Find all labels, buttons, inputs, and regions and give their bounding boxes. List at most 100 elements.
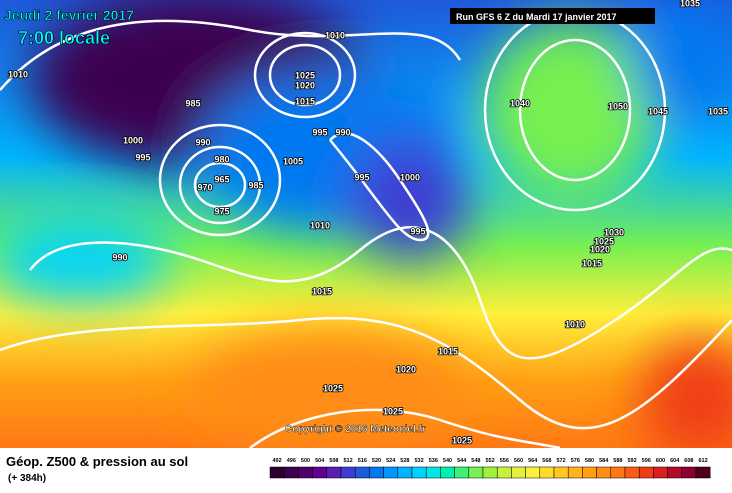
colorbar-label: 540 (443, 458, 452, 464)
colorbar-label: 572 (557, 458, 566, 464)
colorbar-swatch (681, 466, 697, 479)
colorbar-label: 576 (571, 458, 580, 464)
isobar-label: 1005 (283, 156, 303, 166)
colorbar-label: 520 (372, 458, 381, 464)
colorbar-label: 608 (684, 458, 693, 464)
isobar-label: 990 (335, 127, 350, 137)
isobar-label: 1015 (438, 346, 458, 356)
isobar-label: 1030 (604, 227, 624, 237)
colorbar-swatch (667, 466, 683, 479)
footer-title: Géop. Z500 & pression au sol (6, 454, 188, 469)
colorbar-swatch (582, 466, 597, 479)
colorbar-label: 564 (528, 458, 538, 464)
colorbar-swatch (624, 466, 640, 479)
isobar-label: 1045 (648, 106, 668, 116)
colorbar-label: 500 (301, 458, 310, 464)
isobar-label: 1010 (310, 220, 330, 230)
isobars (0, 8, 732, 450)
isobar-label: 995 (312, 127, 327, 137)
colorbar-swatch (283, 466, 299, 479)
colorbar-label: 496 (287, 458, 296, 464)
isobar-label: 980 (214, 154, 229, 164)
isobar-label: 1000 (123, 135, 143, 145)
isobar-label: 1025 (452, 435, 472, 445)
colorbar-swatch (482, 466, 498, 479)
isobar-label: 1015 (312, 286, 332, 296)
isobar-label: 1020 (590, 244, 610, 254)
colorbar-label: 580 (585, 458, 594, 464)
colorbar-swatch (468, 466, 484, 479)
isobar-label: 1040 (510, 98, 530, 108)
colorbar-swatch (326, 466, 342, 479)
colorbar-label: 512 (344, 458, 353, 464)
isobar-label: 1010 (8, 69, 28, 79)
colorbar-swatch (340, 466, 356, 479)
colorbar-label: 532 (415, 458, 424, 464)
colorbar-swatch (354, 466, 370, 479)
header: Jeudi 2 fevrier 2017 7:00 locale Run GFS… (4, 7, 655, 48)
isobar-label: 1010 (565, 319, 585, 329)
isobar-label: 1025 (323, 383, 343, 393)
isobar-label: 985 (185, 98, 200, 108)
colorbar-label: 544 (457, 458, 467, 464)
isobar-label: 995 (135, 152, 150, 162)
isobar-label: 970 (197, 182, 212, 192)
forecast-date: Jeudi 2 fevrier 2017 (4, 7, 134, 23)
colorbar-label: 604 (670, 458, 680, 464)
isobar-label: 990 (112, 252, 127, 262)
colorbar-label: 588 (613, 458, 622, 464)
isobar-label: 985 (248, 180, 263, 190)
colorbar-swatch (596, 466, 612, 479)
colorbar-label: 528 (400, 458, 409, 464)
colorbar-swatch (638, 466, 654, 479)
colorbar-label: 600 (656, 458, 665, 464)
isobar-label: 975 (214, 206, 229, 216)
colorbar-swatch (312, 466, 328, 479)
colorbar-label: 504 (315, 458, 325, 464)
colorbar-label: 492 (273, 458, 282, 464)
colorbar-swatch (610, 466, 626, 479)
isobar-label: 1025 (383, 406, 403, 416)
isobar-label: 995 (354, 172, 369, 182)
colorbar-label: 612 (699, 458, 708, 464)
isobar-label: 1035 (680, 0, 700, 8)
colorbar-swatch (567, 466, 583, 479)
colorbar-label: 552 (486, 458, 495, 464)
colorbar-label: 568 (542, 458, 551, 464)
copyright: Copyright © 2016 Meteociel.fr (285, 424, 426, 435)
isobar-label: 1010 (325, 30, 345, 40)
forecast-time: 7:00 locale (18, 28, 110, 48)
colorbar-swatch (553, 466, 569, 479)
isobar-label: 1000 (400, 172, 420, 182)
isobar-label: 1015 (582, 258, 602, 268)
colorbar-label: 516 (358, 458, 367, 464)
run-info: Run GFS 6 Z du Mardi 17 janvier 2017 (456, 12, 617, 22)
colorbar-swatch (695, 466, 711, 479)
isobar-label: 1025 (295, 70, 315, 80)
colorbar-swatch (653, 466, 668, 479)
colorbar-swatch (369, 466, 384, 479)
colorbar-swatch (425, 466, 441, 479)
colorbar-swatch (511, 466, 526, 479)
colorbar-label: 536 (429, 458, 438, 464)
colorbar-label: 560 (514, 458, 523, 464)
colorbar-label: 548 (471, 458, 480, 464)
isobar-label: 990 (195, 137, 210, 147)
isobar-label: 1020 (295, 80, 315, 90)
footer-lead: (+ 384h) (8, 473, 46, 484)
isobar-label: 1035 (708, 106, 728, 116)
colorbar-swatch (397, 466, 413, 479)
isobar-label: 995 (410, 226, 425, 236)
colorbar-label: 596 (642, 458, 651, 464)
colorbar-swatch (440, 466, 455, 479)
isobar-label: 1025 (594, 236, 614, 246)
isobar-label: 1020 (396, 364, 416, 374)
colorbar-swatch (496, 466, 512, 479)
run-box (450, 8, 655, 24)
colorbar-label: 508 (329, 458, 338, 464)
colorbar-swatch (383, 466, 399, 479)
map-background (0, 0, 732, 460)
colorbar-swatch (269, 466, 285, 479)
isobar-label: 1015 (295, 96, 315, 106)
